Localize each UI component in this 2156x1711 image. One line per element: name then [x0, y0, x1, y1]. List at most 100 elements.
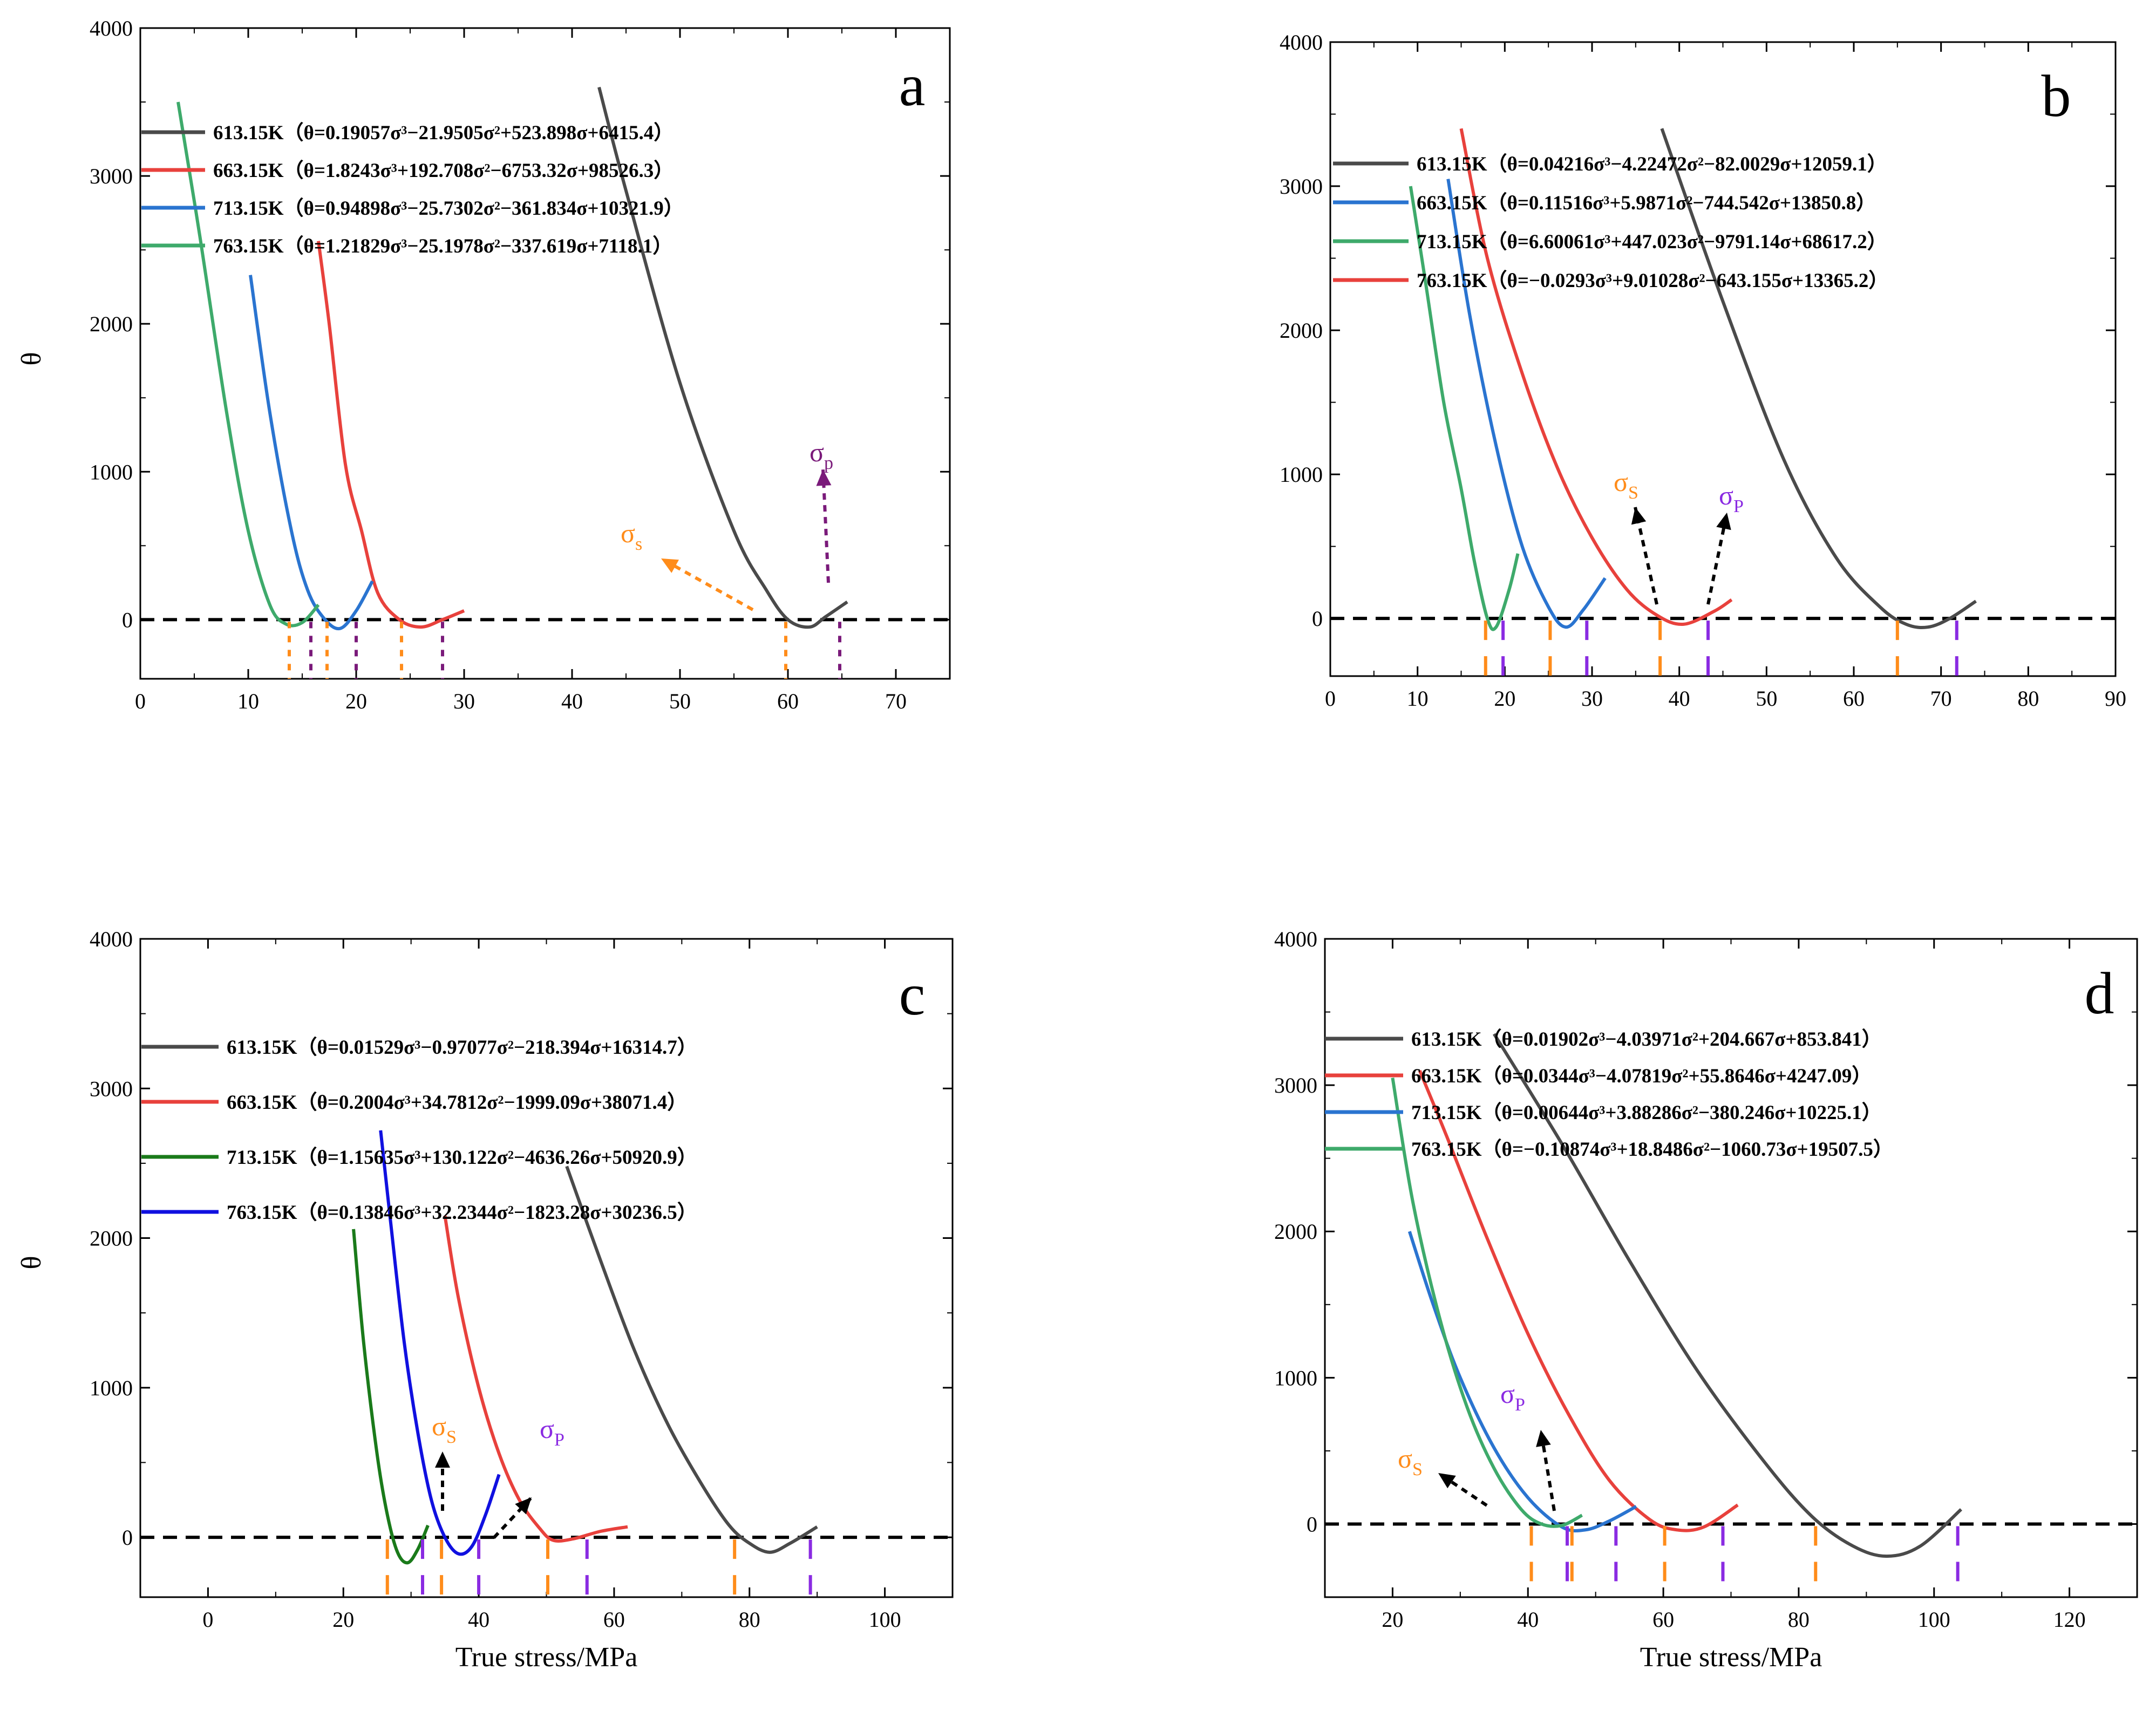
legend-entry: 763.15K（θ=1.21829σ³−25.1978σ²−337.619σ+7… [213, 235, 672, 257]
sigma-symbol: σ [1719, 480, 1733, 510]
series-line-713_15K [352, 1229, 430, 1565]
x-tick-label: 40 [1669, 686, 1690, 711]
panel-label: c [899, 962, 926, 1027]
legend-entry: 663.15K（θ=0.11516σ³+5.9871σ²−744.542σ+13… [1417, 192, 1876, 214]
sigma-symbol: σ [810, 437, 824, 467]
sigma-subscript: P [554, 1430, 564, 1450]
y-tick-label: 0 [122, 1525, 133, 1550]
annotation-arrow-head [515, 1497, 532, 1515]
x-tick-label: 50 [1756, 686, 1777, 711]
x-tick-label: 40 [561, 689, 583, 713]
annotation-sigma-label: σP [1500, 1379, 1525, 1415]
annotation-arrow-shaft [821, 469, 830, 583]
x-tick-label: 20 [332, 1607, 354, 1632]
panel-label: d [2085, 960, 2114, 1026]
legend-entry: 713.15K（θ=1.15635σ³+130.122σ²−4636.26σ+5… [227, 1146, 697, 1169]
annotation-sigma-label: σS [1398, 1443, 1423, 1480]
y-tick-label: 0 [122, 608, 133, 632]
sigma-subscript: p [824, 453, 833, 473]
x-tick-label: 120 [2053, 1607, 2086, 1632]
sigma-symbol: σ [1398, 1443, 1412, 1474]
x-tick-label: 40 [468, 1607, 489, 1632]
series-line-713_15K [1407, 1231, 1637, 1532]
annotation-arrow-shaft [492, 1496, 533, 1539]
annotation-sigma-label: σS [1614, 467, 1638, 503]
x-tick-label: 70 [885, 689, 907, 713]
y-tick-label: 3000 [90, 1076, 133, 1101]
y-tick-label: 4000 [1274, 927, 1317, 951]
legend-entry: 613.15K（θ=0.19057σ³−21.9505σ²+523.898σ+6… [213, 121, 674, 144]
annotation-arrow-shaft [660, 557, 754, 611]
y-tick-label: 2000 [1274, 1219, 1317, 1244]
annotation-arrow-head [1438, 1473, 1456, 1489]
sigma-subscript: P [1515, 1395, 1525, 1415]
x-tick-label: 80 [739, 1607, 760, 1632]
y-tick-label: 3000 [1274, 1073, 1317, 1098]
chart-panel-b: 0 1000 2000 3000 4000 0 10 20 30 40 50 60 70 80 90 b 613… [1280, 30, 2126, 711]
annotation-sigma-label: σp [810, 437, 833, 473]
sigma-subscript: S [1628, 483, 1638, 503]
y-tick-label: 4000 [90, 927, 133, 951]
legend-entry: 713.15K（θ=6.60061σ³+447.023σ²−9791.14σ+6… [1417, 230, 1887, 253]
y-tick-label: 1000 [1280, 462, 1323, 487]
y-tick-label: 2000 [90, 312, 133, 336]
y-tick-label: 2000 [90, 1226, 133, 1251]
chart-panel-a: 0 1000 2000 3000 4000 0 10 20 30 40 50 60 70 θ a 613.15… [16, 16, 951, 713]
plot-frame [1329, 41, 2117, 677]
y-tick-label: 3000 [90, 164, 133, 188]
series-line-663_15K [443, 1215, 628, 1543]
sigma-symbol: σ [432, 1411, 446, 1441]
series-line-663_15K [1418, 1069, 1739, 1532]
x-tick-label: 80 [2017, 686, 2039, 711]
chart-panel-c: 0 1000 2000 3000 4000 0 20 40 60 80 100 θ True stres… [16, 927, 954, 1673]
y-tick-label: 4000 [90, 16, 133, 40]
legend-entry: 763.15K（θ=−0.0293σ³+9.01028σ²−643.155σ+1… [1417, 269, 1888, 292]
series-line-763_15K [1391, 1078, 1583, 1528]
x-tick-label: 30 [453, 689, 475, 713]
series-line-613_15K [597, 86, 848, 629]
x-tick-label: 100 [1918, 1607, 1950, 1632]
annotation-arrow-shaft [1706, 512, 1729, 605]
x-tick-label: 40 [1517, 1607, 1539, 1632]
plot-frame [139, 27, 951, 680]
x-tick-label: 10 [237, 689, 259, 713]
y-tick-label: 0 [1307, 1512, 1317, 1536]
series-line-613_15K [565, 1165, 818, 1554]
annotation-arrow-head [661, 558, 679, 573]
annotation-arrow-shaft [1539, 1429, 1556, 1511]
sigma-subscript: s [635, 534, 642, 554]
x-axis-title: True stress/MPa [1640, 1642, 1822, 1673]
x-tick-label: 0 [202, 1607, 213, 1632]
series-line-763_15K [1459, 128, 1733, 626]
y-axis-title: θ [16, 352, 47, 366]
x-axis-title: True stress/MPa [455, 1642, 638, 1673]
sigma-symbol: σ [621, 518, 635, 548]
series-line-613_15K [1492, 1033, 1962, 1558]
legend-entry: 713.15K（θ=0.94898σ³−25.7302σ²−361.834σ+1… [213, 197, 684, 220]
sigma-symbol: σ [1500, 1379, 1515, 1409]
x-tick-label: 50 [669, 689, 691, 713]
series-line-663_15K [317, 241, 465, 629]
y-tick-label: 1000 [90, 1376, 133, 1400]
legend-entry: 763.15K（θ=0.13846σ³+32.2344σ²−1823.28σ+3… [227, 1201, 697, 1224]
y-tick-label: 3000 [1280, 174, 1323, 199]
x-tick-label: 60 [1843, 686, 1865, 711]
x-tick-label: 30 [1581, 686, 1603, 711]
annotation-arrow-head [1536, 1430, 1551, 1447]
x-tick-label: 10 [1407, 686, 1429, 711]
panel-label: b [2042, 63, 2071, 129]
x-tick-label: 0 [135, 689, 146, 713]
x-tick-label: 60 [603, 1607, 625, 1632]
annotation-sigma-label: σP [1719, 480, 1744, 516]
series-line-713_15K [249, 275, 374, 631]
sigma-subscript: S [1412, 1460, 1423, 1480]
legend-entry: 763.15K（θ=−0.10874σ³+18.8486σ²−1060.73σ+… [1411, 1138, 1893, 1161]
sigma-symbol: σ [1614, 467, 1628, 497]
series-line-763_15K [379, 1130, 501, 1556]
annotation-sigma-label: σs [621, 518, 642, 554]
y-tick-label: 2000 [1280, 318, 1323, 343]
y-tick-label: 1000 [90, 460, 133, 484]
annotation-sigma-label: σS [432, 1411, 457, 1447]
x-tick-label: 20 [1382, 1607, 1403, 1632]
legend-entry: 663.15K（θ=0.0344σ³−4.07819σ²+55.8646σ+42… [1411, 1065, 1872, 1087]
